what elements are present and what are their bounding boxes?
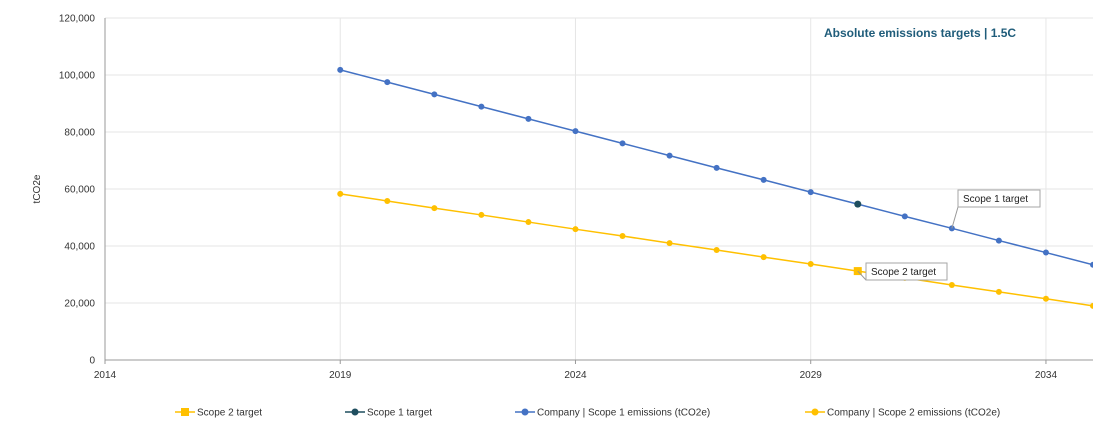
series-scope-1-target [854,200,862,208]
data-point [1042,249,1049,256]
annotation-label: Scope 1 target [963,194,1028,205]
legend-marker [811,408,819,416]
data-point [572,226,579,233]
data-point [995,288,1002,295]
data-point [619,140,626,147]
data-point [854,200,862,208]
legend-label: Scope 2 target [197,408,262,419]
annotations: Scope 1 target Scope 2 target [857,189,1041,281]
x-tick-label: 2014 [94,370,117,381]
axes [104,18,1093,361]
annotation-callout: Scope 1 target [951,189,1041,229]
legend-item: Scope 1 target [345,408,432,419]
data-point [337,66,344,73]
gridlines [104,17,1093,364]
data-point [1042,295,1049,302]
series-company-scope-2-emissions-tco2e [337,190,1093,309]
legend: Scope 2 target Scope 1 target Company | Sc… [175,408,1000,419]
series-lines [337,66,1093,309]
legend-label: Company | Scope 1 emissions (tCO2e) [537,408,710,419]
data-point [948,282,955,289]
legend-marker [521,408,529,416]
y-tick-label: 0 [89,356,95,367]
legend-marker [351,408,359,416]
y-tick-label: 60,000 [64,185,95,196]
annotation-box [865,262,948,281]
y-tick-labels: 0 20,000 40,000 60,000 80,000 100,000 120,000 [59,14,96,367]
data-point [431,91,438,98]
data-point [1090,261,1093,268]
annotation-label: Scope 2 target [871,267,936,278]
x-tick-label: 2019 [329,370,352,381]
data-point [807,260,814,267]
legend-marker [181,408,189,416]
data-point [337,190,344,197]
legend-label: Scope 1 target [367,408,432,419]
y-axis-title: tCO2e [32,174,43,203]
data-point [619,233,626,240]
y-tick-label: 20,000 [64,299,95,310]
annotation-leader [951,206,959,229]
data-point [760,254,767,261]
data-point [901,213,908,220]
data-point [666,152,673,159]
data-point [995,237,1002,244]
y-tick-label: 100,000 [59,71,96,82]
data-point [666,240,673,247]
data-point [525,115,532,122]
data-point [525,219,532,226]
annotation-leader [857,270,867,281]
data-point [572,128,579,135]
annotation-box [957,189,1041,208]
data-point [478,103,485,110]
data-point [431,205,438,212]
legend-item: Scope 2 target [175,408,262,419]
legend-item: Company | Scope 2 emissions (tCO2e) [805,408,1000,419]
y-tick-label: 40,000 [64,242,95,253]
data-point [713,246,720,253]
series-company-scope-1-emissions-tco2e [337,66,1093,268]
data-point [384,79,391,86]
data-point [1090,302,1093,309]
x-tick-label: 2024 [564,370,587,381]
legend-item: Company | Scope 1 emissions (tCO2e) [515,408,710,419]
x-tick-label: 2029 [800,370,823,381]
legend-label: Company | Scope 2 emissions (tCO2e) [827,408,1000,419]
data-point [713,164,720,171]
x-tick-labels: 2014 2019 2024 2029 2034 [94,370,1058,381]
data-point [807,189,814,196]
data-point [384,197,391,204]
annotation-callout: Scope 2 target [857,262,948,281]
x-tick-label: 2034 [1035,370,1058,381]
data-point [478,211,485,218]
y-tick-label: 120,000 [59,14,96,25]
data-point [760,176,767,183]
chart-title: Absolute emissions targets | 1.5C [824,26,1016,40]
y-tick-label: 80,000 [64,128,95,139]
